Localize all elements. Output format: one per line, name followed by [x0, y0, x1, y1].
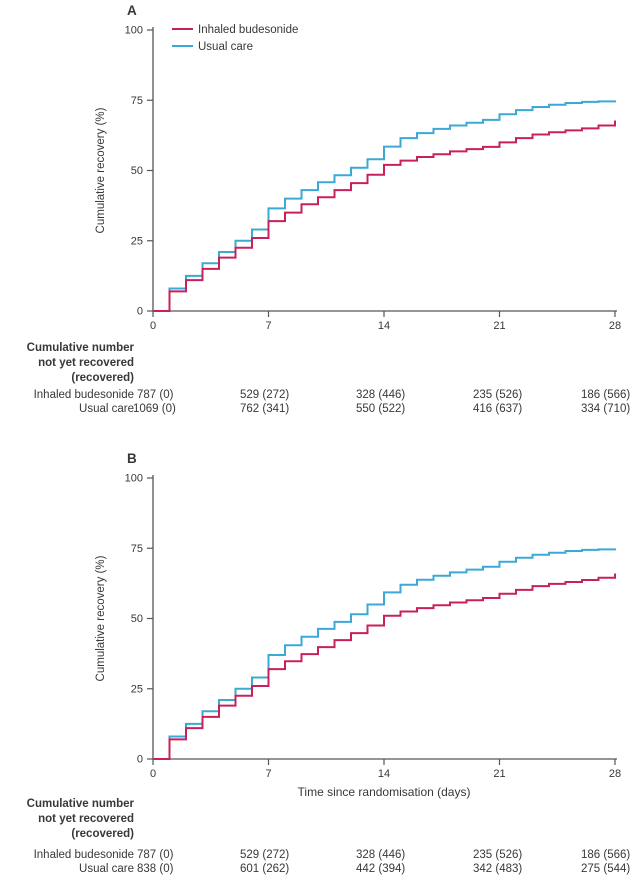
svg-text:0: 0 [150, 320, 156, 332]
svg-text:28: 28 [609, 320, 621, 332]
svg-text:25: 25 [131, 683, 143, 695]
risk-table-header-line: (recovered) [71, 372, 134, 384]
risk-value: 529 (272) [240, 389, 290, 401]
risk-value: 186 (566) [581, 849, 631, 861]
risk-row-label: Inhaled budesonide [33, 389, 134, 401]
svg-text:100: 100 [125, 25, 143, 37]
risk-value: 416 (637) [473, 403, 523, 415]
svg-text:0: 0 [137, 754, 143, 766]
svg-text:Time since randomisation (days: Time since randomisation (days) [298, 785, 471, 799]
risk-value: 275 (544) [581, 863, 631, 875]
svg-text:Inhaled budesonide: Inhaled budesonide [198, 24, 298, 36]
risk-table-header-line: not yet recovered [38, 813, 134, 825]
panel-a-letter: A [127, 3, 137, 18]
risk-value: 235 (526) [473, 849, 523, 861]
panel-b-letter: B [127, 451, 137, 466]
risk-table-header-line: not yet recovered [38, 357, 134, 369]
svg-text:Usual care: Usual care [198, 41, 253, 53]
risk-value: 342 (483) [473, 863, 523, 875]
risk-value: 787 (0) [137, 849, 174, 861]
risk-value: 334 (710) [581, 403, 631, 415]
risk-value: 235 (526) [473, 389, 523, 401]
risk-table-a-header: Cumulative number not yet recovered (rec… [0, 341, 134, 386]
svg-text:0: 0 [137, 306, 143, 318]
risk-table-header-line: Cumulative number [26, 342, 134, 354]
risk-value: 601 (262) [240, 863, 290, 875]
risk-value: 186 (566) [581, 389, 631, 401]
svg-text:14: 14 [378, 768, 390, 780]
svg-text:7: 7 [265, 768, 271, 780]
risk-value: 529 (272) [240, 849, 290, 861]
svg-text:0: 0 [150, 768, 156, 780]
svg-text:50: 50 [131, 613, 143, 625]
risk-value: 762 (341) [240, 403, 290, 415]
svg-text:Cumulative recovery (%): Cumulative recovery (%) [95, 107, 107, 233]
risk-value: 838 (0) [137, 863, 174, 875]
svg-text:75: 75 [131, 95, 143, 107]
svg-text:21: 21 [493, 768, 505, 780]
svg-text:75: 75 [131, 543, 143, 555]
svg-text:50: 50 [131, 165, 143, 177]
panel-b-chart: 0 25 50 75 100 0 7 14 21 28 Cumulative recovery (%… [95, 473, 621, 800]
svg-text:7: 7 [265, 320, 271, 332]
risk-row-label: Usual care [79, 403, 134, 415]
risk-value: 550 (522) [356, 403, 406, 415]
svg-text:21: 21 [493, 320, 505, 332]
risk-value: 787 (0) [137, 389, 174, 401]
risk-table-b-header: Cumulative number not yet recovered (rec… [0, 797, 134, 842]
panel-a-chart: 0 25 50 75 100 0 7 14 21 28 Cumulative recovery (%… [95, 24, 621, 332]
svg-text:Cumulative recovery (%): Cumulative recovery (%) [95, 555, 107, 681]
svg-text:25: 25 [131, 235, 143, 247]
risk-row-label: Inhaled budesonide [33, 849, 134, 861]
risk-value: 328 (446) [356, 389, 406, 401]
svg-text:28: 28 [609, 768, 621, 780]
svg-text:14: 14 [378, 320, 390, 332]
risk-table-header-line: Cumulative number [26, 798, 134, 810]
risk-value: 442 (394) [356, 863, 406, 875]
svg-text:100: 100 [125, 473, 143, 485]
risk-table-header-line: (recovered) [71, 828, 134, 840]
risk-row-label: Usual care [79, 863, 134, 875]
risk-value: 1069 (0) [133, 403, 176, 415]
risk-value: 328 (446) [356, 849, 406, 861]
